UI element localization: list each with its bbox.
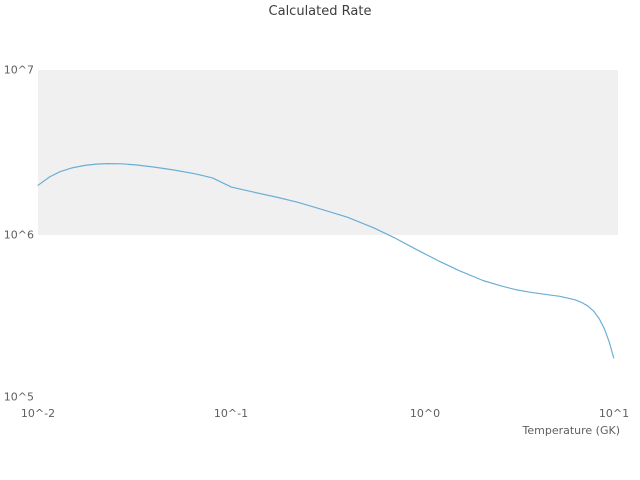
rate-line (37, 163, 615, 359)
y-tick-1e6: 10^6 (3, 228, 34, 242)
y-tick-1e7: 10^7 (3, 63, 34, 77)
y-tick-1e5: 10^5 (3, 390, 34, 404)
x-tick-1e-1: 10^-1 (213, 407, 249, 420)
x-tick-1e-2: 10^-2 (20, 407, 56, 420)
shaded-band-1e6-1e7 (38, 70, 618, 235)
x-tick-1e0: 10^0 (409, 407, 441, 420)
chart-title: Calculated Rate (268, 4, 372, 19)
x-axis-label: Temperature (GK) (522, 424, 621, 437)
x-tick-1e1: 10^1 (598, 407, 630, 420)
